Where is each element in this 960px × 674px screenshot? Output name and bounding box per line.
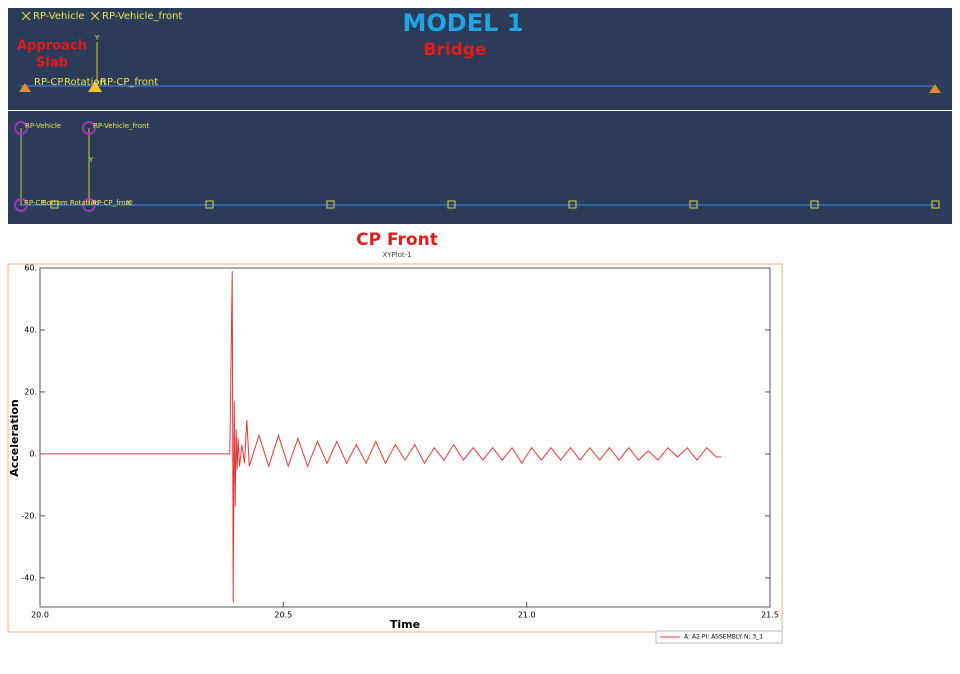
legend-box — [655, 630, 783, 644]
label: RP-Vehicle — [25, 122, 61, 130]
y-tick-label: -40. — [21, 573, 37, 582]
label: RP-CP_front — [100, 77, 158, 88]
label: Y — [88, 156, 94, 164]
support — [88, 81, 102, 92]
plot-frame — [7, 263, 783, 633]
label: Approach — [17, 39, 87, 54]
top-view-panel — [8, 8, 952, 110]
x-tick-label: 21.5 — [761, 611, 779, 620]
chart-title: CP Front — [356, 230, 438, 250]
y-tick-label: 40. — [24, 325, 37, 334]
label: Y — [94, 34, 100, 42]
label: Rotation — [64, 77, 106, 88]
x-axis-label: Time — [390, 618, 420, 631]
label: RP-Vehicle_front — [93, 122, 149, 130]
y-tick-label: -20. — [21, 511, 37, 520]
x-tick-label: 20.5 — [274, 611, 292, 620]
legend-label: A: A2 PI: ASSEMBLY N: 3_1 — [684, 634, 763, 641]
x-tick-label: 20.0 — [31, 611, 49, 620]
label: RP-CP_front — [92, 199, 133, 207]
label: Bridge — [423, 40, 486, 60]
label: RP-CP — [34, 77, 63, 88]
support — [19, 83, 31, 92]
y-tick-label: 20. — [24, 387, 37, 396]
data-line — [40, 271, 722, 603]
side-view-panel — [8, 111, 952, 224]
x-tick-label: 21.0 — [518, 611, 536, 620]
label: RP-CP — [24, 199, 45, 207]
label: RP-Vehicle — [33, 11, 85, 22]
nodes — [14, 121, 96, 212]
y-tick-label: 60. — [24, 264, 37, 273]
label: RP-Vehicle_front — [102, 11, 182, 22]
y-tick-label: 0. — [29, 449, 37, 458]
chart-subtitle: XYPlot-1 — [382, 251, 411, 259]
node-markers — [50, 200, 940, 209]
y-axis-label: Acceleration — [8, 399, 21, 477]
label: X — [126, 199, 131, 207]
support — [929, 84, 941, 93]
label: Slab — [36, 56, 68, 71]
model-title: MODEL 1 — [403, 9, 524, 37]
plot-area — [39, 267, 771, 608]
label: Bottom Rotation — [42, 199, 99, 207]
marker — [21, 11, 100, 21]
